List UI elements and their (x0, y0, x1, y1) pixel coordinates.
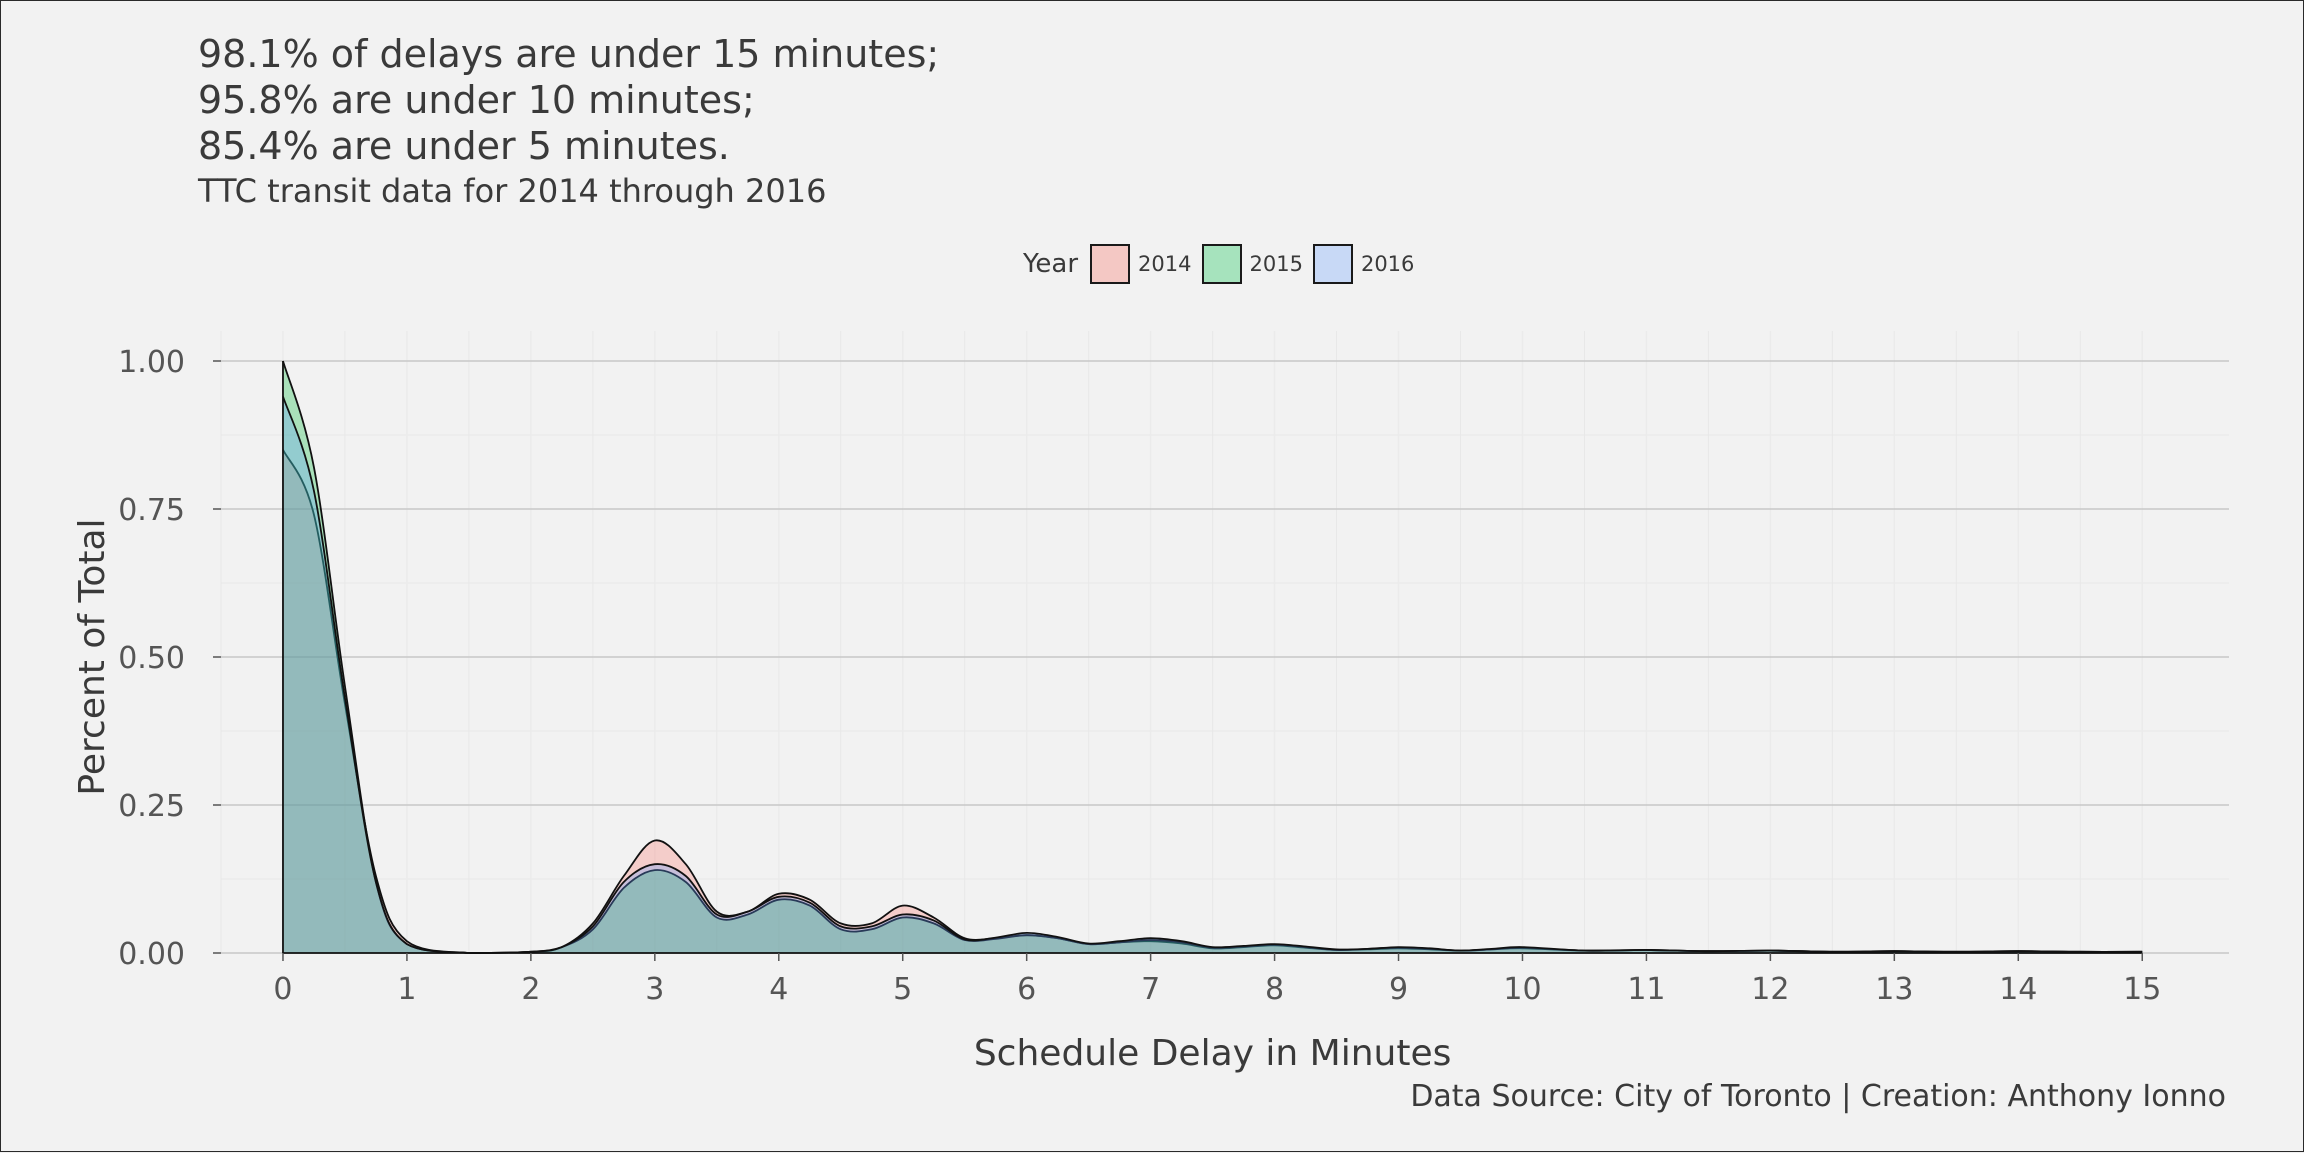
density-areas (282, 360, 2143, 954)
x-axis: 0 1 2 3 4 5 6 7 8 9 10 11 12 13 14 15 (273, 953, 2161, 1007)
x-tick-label: 2 (521, 972, 540, 1007)
legend-title: Year (1023, 249, 1079, 279)
x-axis-title: Schedule Delay in Minutes (974, 1033, 1452, 1074)
legend-item-2015: 2015 (1201, 244, 1303, 284)
legend-key-2014 (1090, 244, 1131, 284)
subtitle: TTC transit data for 2014 through 2016 (198, 172, 827, 210)
x-tick-label: 1 (397, 972, 416, 1007)
legend-key-2015 (1201, 244, 1242, 284)
title-block: 98.1% of delays are under 15 minutes; 95… (198, 31, 939, 213)
legend-item-2016: 2016 (1312, 244, 1415, 284)
x-tick-label: 5 (893, 972, 912, 1007)
y-axis: 0.00 0.25 0.50 0.75 1.00 (118, 345, 221, 972)
legend-label-2016: 2016 (1360, 252, 1415, 276)
y-tick-label: 0.00 (118, 937, 185, 972)
x-tick-label: 7 (1141, 972, 1160, 1007)
major-grid (221, 331, 2229, 954)
title-line-2: 95.8% are under 10 minutes; (198, 78, 755, 122)
y-tick-label: 1.00 (118, 345, 185, 380)
x-tick-label: 6 (1017, 972, 1036, 1007)
x-tick-label: 4 (769, 972, 788, 1007)
x-tick-label: 11 (1627, 972, 1665, 1007)
legend-label-2014: 2014 (1138, 252, 1192, 276)
y-tick-label: 0.25 (118, 789, 185, 824)
title-line-1: 98.1% of delays are under 15 minutes; (198, 32, 940, 76)
legend-label-2015: 2015 (1249, 252, 1303, 276)
density-outline-2016 (282, 396, 2143, 954)
legend-key-2016 (1312, 244, 1353, 284)
legend: Year 2014 2015 2016 (1023, 241, 1424, 287)
minor-grid (220, 331, 2229, 953)
x-tick-label: 13 (1875, 972, 1913, 1007)
legend-item-2014: 2014 (1090, 244, 1192, 284)
x-tick-label: 10 (1503, 972, 1541, 1007)
x-tick-label: 12 (1751, 972, 1789, 1007)
caption: Data Source: City of Toronto | Creation:… (1410, 1079, 2226, 1114)
y-axis-title: Percent of Total (72, 518, 113, 795)
x-tick-label: 14 (1999, 972, 2037, 1007)
x-tick-label: 9 (1389, 972, 1408, 1007)
y-tick-label: 0.50 (118, 641, 185, 676)
y-tick-label: 0.75 (118, 493, 185, 528)
x-tick-label: 8 (1265, 972, 1284, 1007)
x-tick-label: 0 (273, 972, 292, 1007)
x-tick-label: 15 (2123, 972, 2161, 1007)
title-line-3: 85.4% are under 5 minutes. (198, 124, 730, 168)
x-tick-label: 3 (645, 972, 664, 1007)
